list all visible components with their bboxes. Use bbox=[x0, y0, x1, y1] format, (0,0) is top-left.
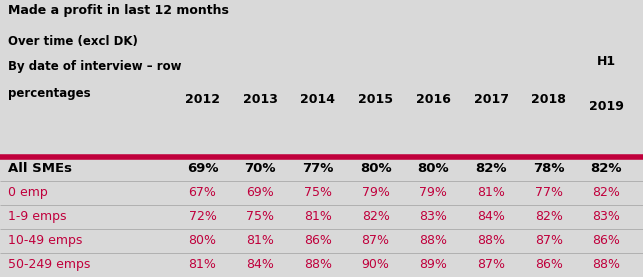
Text: 70%: 70% bbox=[244, 162, 276, 175]
Text: 82%: 82% bbox=[591, 162, 622, 175]
Text: 1-9 emps: 1-9 emps bbox=[8, 210, 66, 223]
Text: 72%: 72% bbox=[188, 210, 217, 223]
Text: 84%: 84% bbox=[477, 210, 505, 223]
Text: 82%: 82% bbox=[535, 210, 563, 223]
Text: 89%: 89% bbox=[419, 258, 448, 271]
Text: 2014: 2014 bbox=[300, 93, 336, 106]
Text: 88%: 88% bbox=[419, 234, 448, 247]
Text: By date of interview – row: By date of interview – row bbox=[8, 60, 181, 73]
Text: 69%: 69% bbox=[186, 162, 218, 175]
Text: 77%: 77% bbox=[302, 162, 334, 175]
Text: 75%: 75% bbox=[304, 186, 332, 199]
Text: Over time (excl DK): Over time (excl DK) bbox=[8, 35, 138, 48]
Text: 2015: 2015 bbox=[358, 93, 393, 106]
Text: 87%: 87% bbox=[535, 234, 563, 247]
Text: percentages: percentages bbox=[8, 87, 90, 100]
Text: 0 emp: 0 emp bbox=[8, 186, 48, 199]
Text: 87%: 87% bbox=[477, 258, 505, 271]
Text: 77%: 77% bbox=[535, 186, 563, 199]
Text: All SMEs: All SMEs bbox=[8, 162, 72, 175]
Text: H1: H1 bbox=[597, 55, 616, 68]
Text: 82%: 82% bbox=[592, 186, 620, 199]
Text: 2018: 2018 bbox=[531, 93, 566, 106]
Text: 50-249 emps: 50-249 emps bbox=[8, 258, 90, 271]
Text: 2012: 2012 bbox=[185, 93, 220, 106]
Text: 83%: 83% bbox=[592, 210, 620, 223]
Text: 81%: 81% bbox=[246, 234, 274, 247]
Text: 90%: 90% bbox=[361, 258, 390, 271]
Text: 10-49 emps: 10-49 emps bbox=[8, 234, 82, 247]
Text: 82%: 82% bbox=[361, 210, 390, 223]
Text: 86%: 86% bbox=[592, 234, 620, 247]
Text: 81%: 81% bbox=[304, 210, 332, 223]
Text: 78%: 78% bbox=[533, 162, 565, 175]
Text: 86%: 86% bbox=[535, 258, 563, 271]
Text: 86%: 86% bbox=[304, 234, 332, 247]
Text: 2017: 2017 bbox=[473, 93, 509, 106]
Text: 79%: 79% bbox=[361, 186, 390, 199]
Text: 87%: 87% bbox=[361, 234, 390, 247]
Text: 88%: 88% bbox=[592, 258, 620, 271]
Text: 2016: 2016 bbox=[416, 93, 451, 106]
Text: 2019: 2019 bbox=[589, 100, 624, 113]
Text: 79%: 79% bbox=[419, 186, 448, 199]
Text: 67%: 67% bbox=[188, 186, 217, 199]
Text: 2013: 2013 bbox=[243, 93, 278, 106]
Text: 81%: 81% bbox=[477, 186, 505, 199]
Text: 83%: 83% bbox=[419, 210, 448, 223]
Text: Made a profit in last 12 months: Made a profit in last 12 months bbox=[8, 4, 229, 17]
Text: 88%: 88% bbox=[477, 234, 505, 247]
Text: 80%: 80% bbox=[188, 234, 217, 247]
Text: 81%: 81% bbox=[188, 258, 217, 271]
Text: 80%: 80% bbox=[417, 162, 449, 175]
Text: 82%: 82% bbox=[475, 162, 507, 175]
Text: 80%: 80% bbox=[360, 162, 392, 175]
Text: 84%: 84% bbox=[246, 258, 274, 271]
Text: 75%: 75% bbox=[246, 210, 274, 223]
Text: 69%: 69% bbox=[246, 186, 274, 199]
Text: 88%: 88% bbox=[304, 258, 332, 271]
